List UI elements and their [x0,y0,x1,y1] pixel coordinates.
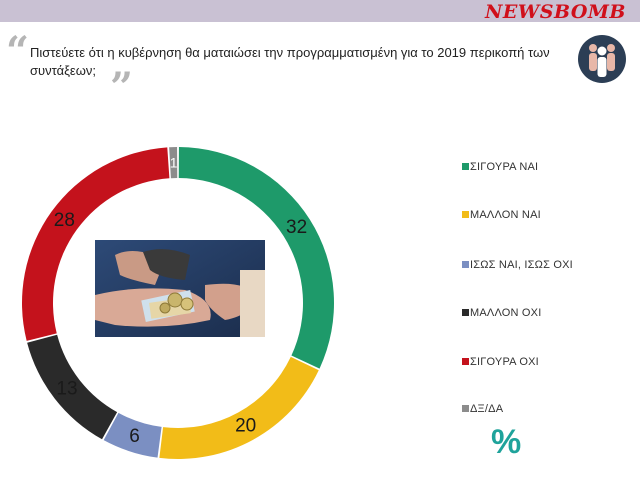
close-quote-icon: ” [110,64,134,111]
legend-swatch [462,405,469,412]
donut-value-label: 1 [170,155,178,171]
donut-slice-2 [159,356,319,459]
legend-label: ΔΞ/ΔΑ [470,403,504,415]
open-quote-icon: “ [6,28,30,75]
newsbomb-logo: NEWSBOMB [485,1,626,23]
donut-value-label: 32 [286,217,307,238]
donut-slice-5 [22,147,170,341]
donut-value-label: 13 [56,379,77,400]
legend-swatch [462,261,469,268]
survey-question: Πιστεύετε ότι η κυβέρνηση θα ματαιώσει τ… [30,45,550,78]
donut-slice-6 [169,147,178,179]
legend-swatch [462,309,469,316]
donut-value-label: 20 [235,416,256,437]
people-icon [578,35,626,83]
legend-label: ΙΣΩΣ ΝΑΙ, ΙΣΩΣ ΟΧΙ [470,259,573,271]
legend-label: ΜΑΛΛΟΝ ΝΑΙ [470,209,541,221]
top-banner: NEWSBOMB [0,0,640,22]
donut-value-label: 28 [54,210,75,231]
pension-money-photo [95,240,265,337]
legend-swatch [462,211,469,218]
percent-icon: % [491,423,522,461]
legend-swatch [462,358,469,365]
donut-slice-3 [103,412,162,458]
donut-value-label: 6 [129,426,140,447]
legend-label: ΣΙΓΟΥΡΑ ΟΧΙ [470,356,539,368]
donut-slice-4 [27,334,118,440]
donut-slice-1 [178,147,334,369]
legend-swatch [462,163,469,170]
legend-label: ΜΑΛΛΟΝ ΟΧΙ [470,307,542,319]
legend-label: ΣΙΓΟΥΡΑ ΝΑΙ [470,161,539,173]
